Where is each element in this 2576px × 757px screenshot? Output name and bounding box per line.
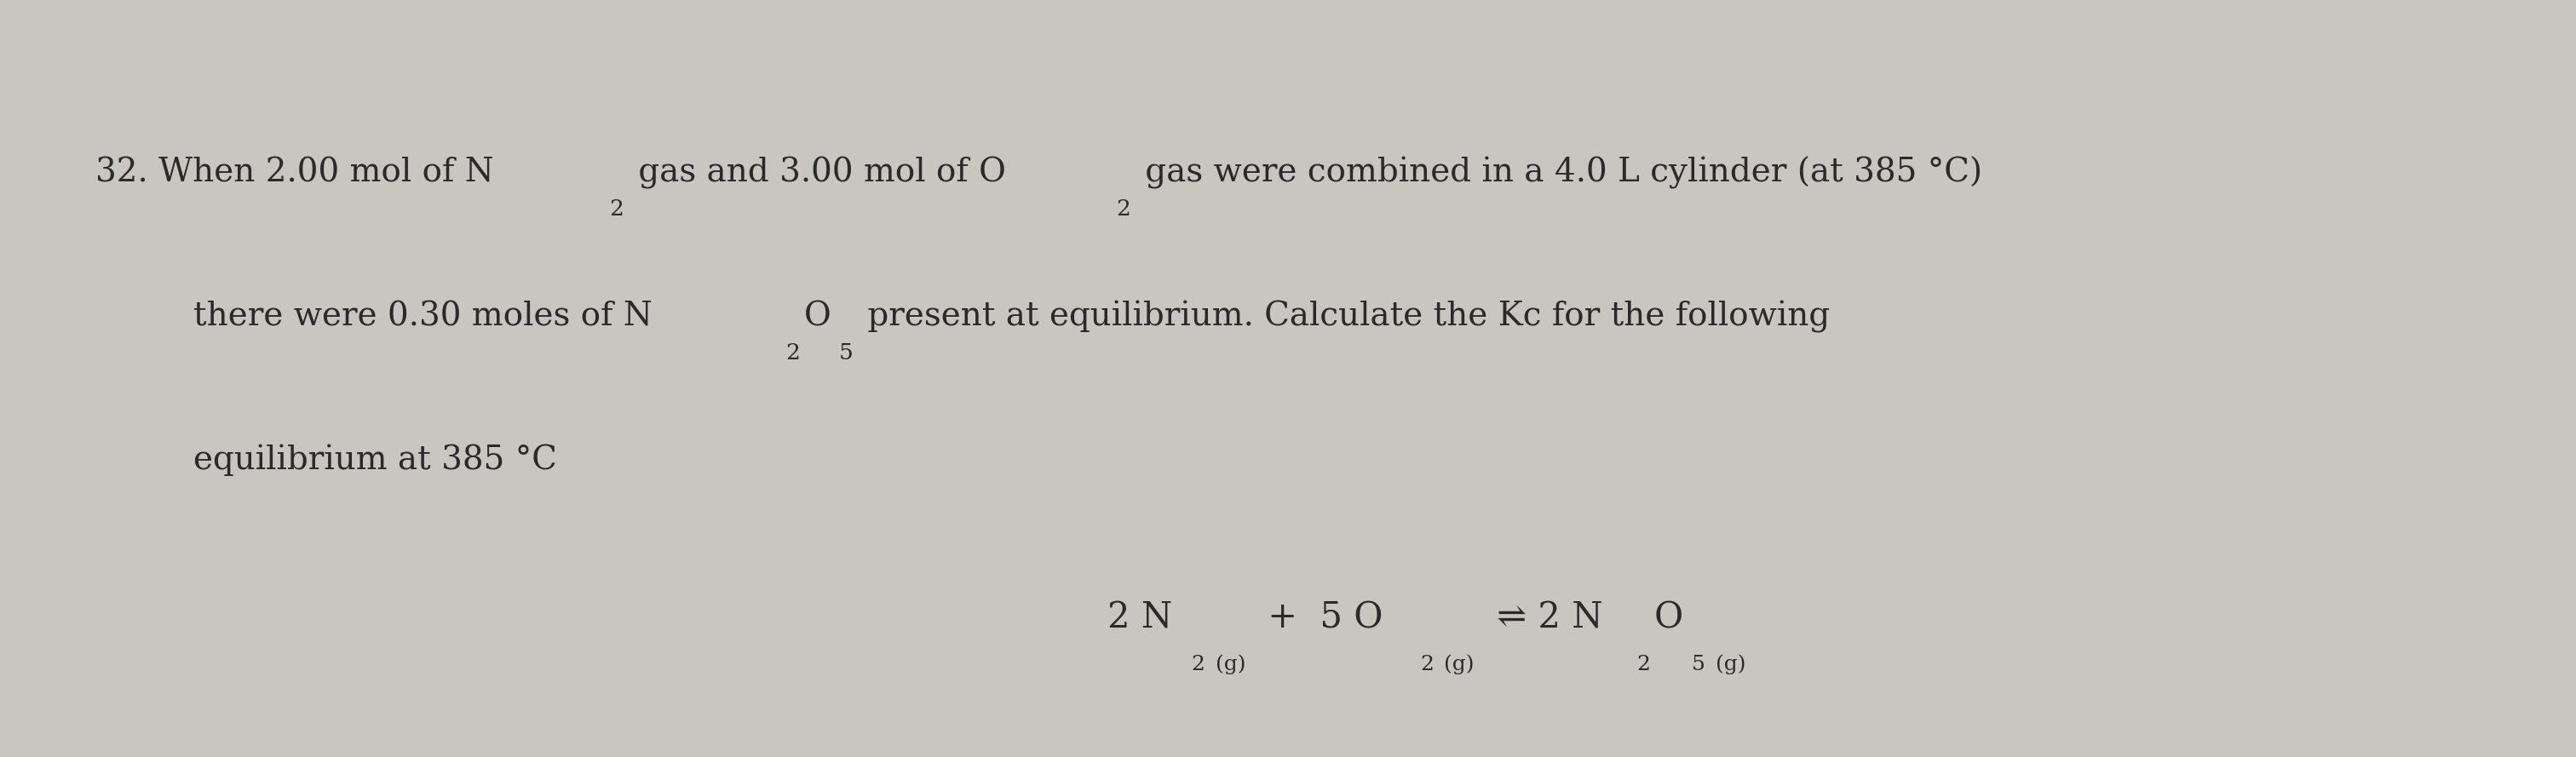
- Text: +  5 O: + 5 O: [1257, 600, 1383, 636]
- Text: gas and 3.00 mol of O: gas and 3.00 mol of O: [629, 157, 1007, 189]
- Text: there were 0.30 moles of N: there were 0.30 moles of N: [193, 301, 652, 332]
- Text: (g): (g): [1437, 654, 1473, 674]
- Text: O: O: [1654, 600, 1682, 636]
- Text: equilibrium at 385 °C: equilibrium at 385 °C: [193, 444, 556, 476]
- Text: (g): (g): [1708, 654, 1747, 674]
- Text: 5: 5: [1692, 655, 1705, 674]
- Text: 2: 2: [1636, 655, 1651, 674]
- Text: 2: 2: [611, 199, 623, 220]
- Text: 2: 2: [1193, 655, 1206, 674]
- Text: 32. When 2.00 mol of N: 32. When 2.00 mol of N: [95, 157, 495, 188]
- Text: 5: 5: [840, 343, 853, 364]
- Text: present at equilibrium. Calculate the Kc for the following: present at equilibrium. Calculate the Kc…: [858, 301, 1832, 333]
- Text: 2: 2: [1419, 655, 1432, 674]
- Text: 2: 2: [1115, 199, 1131, 220]
- Text: ⇌ 2 N: ⇌ 2 N: [1486, 600, 1602, 636]
- Text: gas were combined in a 4.0 L cylinder (at 385 °C): gas were combined in a 4.0 L cylinder (a…: [1133, 156, 1981, 189]
- Text: O: O: [804, 301, 832, 332]
- Text: 2 N: 2 N: [1108, 600, 1172, 636]
- Text: (g): (g): [1208, 654, 1247, 674]
- Text: 2: 2: [786, 343, 801, 364]
